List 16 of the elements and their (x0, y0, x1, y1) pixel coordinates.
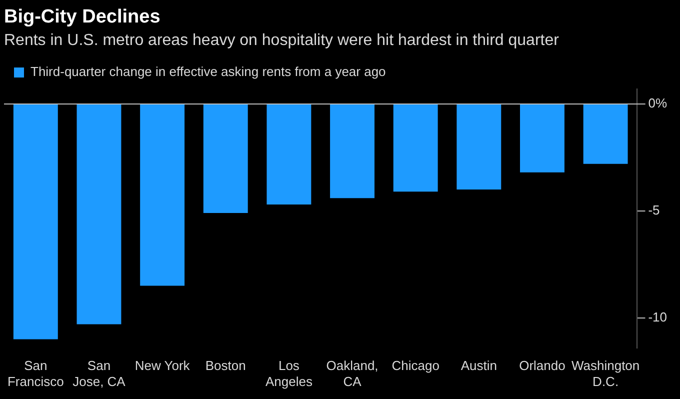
x-tick-label: Oakland, CA (326, 358, 378, 389)
chart-subtitle: Rents in U.S. metro areas heavy on hospitality were hit hardest in third quarter (4, 32, 560, 49)
y-tick-label: 0% (648, 96, 668, 111)
x-tick-label: Boston (205, 358, 246, 374)
x-tick-label: New York (134, 358, 190, 374)
x-tick-label: Austin (460, 358, 497, 374)
x-tick-label: Chicago (392, 358, 440, 374)
y-tick-label: -5 (648, 202, 660, 218)
legend-label: Third-quarter change in effective asking rents from a year ago (30, 64, 386, 80)
chart-title: Big-City Declines (4, 6, 160, 28)
x-tick-label: Los Angeles (265, 358, 313, 389)
x-tick-label: San Jose, CA (72, 358, 126, 389)
x-tick-label: Washington D.C. (571, 358, 640, 389)
x-tick-label: Orlando (519, 358, 566, 374)
y-tick-label: -10 (648, 309, 668, 324)
x-tick-label: San Francisco (7, 358, 64, 389)
